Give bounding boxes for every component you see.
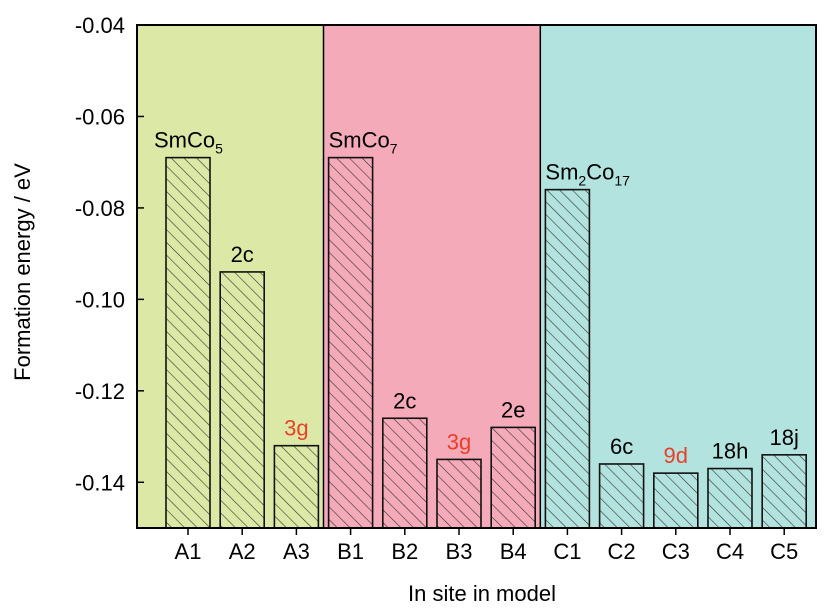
- y-tick-label: -0.10: [75, 287, 125, 312]
- bar-hatch-C4: [707, 467, 753, 529]
- x-tick-label: C5: [770, 539, 798, 564]
- x-tick-label: B1: [337, 539, 364, 564]
- bars: [165, 156, 808, 529]
- x-tick-label: B3: [446, 539, 473, 564]
- bar-hatch-B2: [381, 417, 428, 529]
- bar-hatch-C3: [652, 472, 699, 529]
- bar-label-A3: 3g: [284, 416, 308, 441]
- bar-hatch-C1: [544, 188, 591, 529]
- y-tick-label: -0.06: [75, 104, 125, 129]
- y-axis-title: Formation energy / eV: [10, 163, 35, 381]
- y-tick-label: -0.14: [75, 470, 125, 495]
- y-tick-label: -0.12: [75, 379, 125, 404]
- bar-label-B1: SmCo7: [329, 128, 398, 157]
- bar-label-C5: 18j: [770, 425, 799, 450]
- plot-frame: [136, 24, 817, 529]
- bar-label-B2: 2c: [393, 388, 416, 413]
- x-axis-title: In site in model: [408, 581, 556, 606]
- bar-label-C1: Sm2Co17: [545, 160, 630, 189]
- x-tick-label: B2: [391, 539, 418, 564]
- bar-label-C4: 18h: [712, 439, 749, 464]
- y-tick-label: -0.08: [75, 196, 125, 221]
- bar-hatch-B1: [327, 156, 374, 529]
- bar-hatch-C5: [761, 454, 808, 529]
- bar-hatch-A3: [273, 444, 320, 529]
- group-backgrounds: [137, 25, 816, 528]
- bar-hatch-A2: [219, 271, 265, 529]
- x-tick-label: C4: [716, 539, 744, 564]
- x-tick-label: A3: [283, 539, 310, 564]
- bar-labels: SmCo5 2c 3g SmCo7 2c 3g 2e Sm2Co17 6c 9d 18h 18j: [154, 128, 799, 469]
- bar-hatch-A1: [165, 156, 211, 529]
- bar-label-B3: 3g: [447, 429, 471, 454]
- x-tick-label: C3: [662, 539, 690, 564]
- bar-label-C2: 6c: [610, 434, 633, 459]
- bar-label-B4: 2e: [501, 397, 525, 422]
- bar-hatch-C2: [598, 463, 645, 529]
- bar-label-C3: 9d: [664, 443, 688, 468]
- bar-label-A1: SmCo5: [154, 128, 223, 157]
- x-tick-label: C2: [608, 539, 636, 564]
- x-tick-label: C1: [553, 539, 581, 564]
- bar-hatch-B3: [436, 458, 482, 529]
- bar-hatch-B4: [490, 426, 537, 529]
- x-tick-label: B4: [500, 539, 527, 564]
- axes: -0.04 -0.06 -0.08 -0.10 -0.12 -0.14 A1 A2 A3 B1 B2…: [75, 13, 817, 564]
- x-tick-label: A1: [175, 539, 202, 564]
- y-tick-label: -0.04: [75, 13, 125, 38]
- bar-label-A2: 2c: [231, 242, 254, 267]
- x-tick-label: A2: [229, 539, 256, 564]
